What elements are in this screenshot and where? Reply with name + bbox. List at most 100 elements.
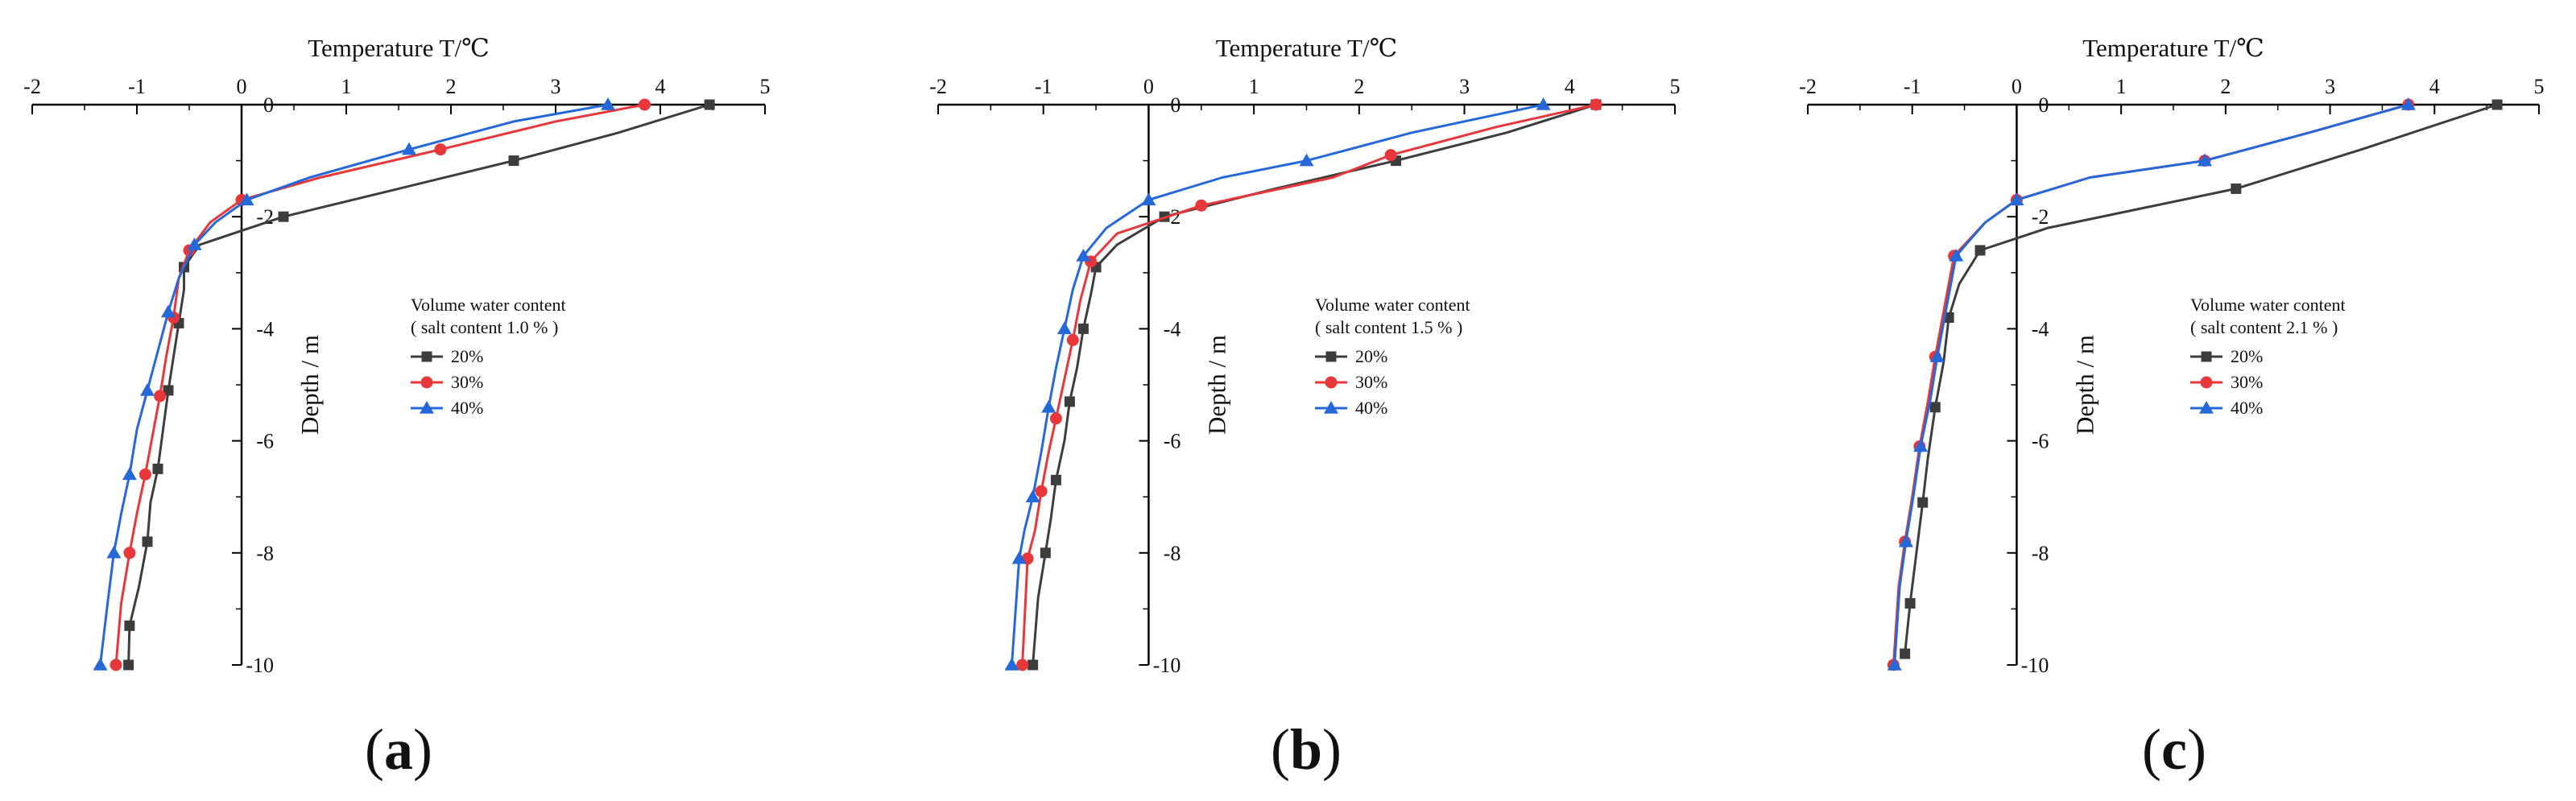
data-point — [1076, 248, 1091, 262]
data-point — [1064, 396, 1075, 407]
y-tick-label: -2 — [1164, 205, 1181, 229]
data-point — [1056, 321, 1072, 335]
data-point — [1050, 474, 1061, 485]
data-point — [1904, 597, 1916, 609]
legend-marker — [2201, 351, 2212, 362]
data-point — [152, 463, 163, 474]
legend-subtitle: ( salt content 1.5 % ) — [1315, 317, 1462, 337]
legend-marker — [420, 376, 433, 389]
panel-label-close: ) — [2187, 717, 2206, 782]
x-tick-label: 0 — [237, 75, 247, 98]
legend-marker — [1325, 376, 1338, 389]
x-tick-label: 1 — [1249, 75, 1259, 98]
legend-entry: 40% — [451, 398, 483, 418]
legend-title: Volume water content — [1315, 295, 1470, 315]
data-point — [1141, 192, 1156, 206]
x-tick-label: 2 — [1354, 75, 1364, 98]
panel-label-letter: b — [1290, 717, 1322, 782]
data-point — [278, 211, 289, 222]
data-point — [1299, 153, 1314, 167]
data-point — [639, 98, 651, 111]
legend-title: Volume water content — [2190, 295, 2346, 315]
panel-label-letter: a — [384, 717, 413, 782]
x-axis-title: Temperature T/℃ — [1216, 34, 1398, 62]
panel-label-close: ) — [1322, 717, 1342, 782]
data-point — [1900, 648, 1911, 659]
data-point — [124, 620, 135, 631]
legend-entry: 20% — [451, 346, 483, 366]
y-tick-label: 0 — [1170, 93, 1180, 117]
data-point — [1974, 245, 1986, 256]
x-tick-label: 0 — [1143, 75, 1154, 98]
data-point — [1929, 349, 1945, 362]
series-line — [1893, 103, 2409, 666]
x-tick-label: 3 — [1459, 75, 1470, 98]
panel-label: (c) — [2142, 717, 2206, 782]
legend-entry: 20% — [1355, 346, 1387, 366]
series-line — [1032, 103, 1597, 666]
data-point — [1917, 497, 1929, 508]
data-point — [1004, 658, 1019, 671]
y-tick-label: -4 — [1164, 317, 1181, 341]
series-line — [1892, 103, 2409, 666]
y-tick-label: 0 — [263, 93, 274, 117]
legend-marker — [421, 351, 432, 362]
data-point — [434, 143, 447, 156]
x-axis-title: Temperature T/℃ — [308, 34, 490, 62]
y-tick-label: -10 — [246, 654, 274, 677]
x-tick-label: 3 — [551, 75, 561, 98]
x-tick-label: -1 — [1035, 75, 1052, 98]
x-tick-label: 3 — [2325, 75, 2335, 98]
y-tick-label: -6 — [2032, 430, 2049, 453]
x-tick-label: 2 — [2220, 75, 2231, 98]
legend: Volume water content( salt content 2.1 %… — [2190, 295, 2346, 418]
legend-marker — [420, 401, 434, 414]
panel-label: (a) — [365, 717, 432, 782]
data-point — [2231, 183, 2242, 194]
legend-entry: 30% — [2231, 372, 2263, 392]
x-tick-label: 1 — [2116, 75, 2127, 98]
data-point — [601, 97, 615, 110]
data-point — [1066, 333, 1079, 346]
legend-subtitle: ( salt content 2.1 % ) — [2190, 317, 2338, 337]
data-point — [123, 547, 136, 559]
series-30pct — [1887, 98, 2415, 671]
data-point — [2009, 192, 2024, 206]
y-tick-label: -8 — [256, 542, 274, 565]
data-point — [1025, 489, 1040, 502]
data-point — [1887, 658, 1902, 671]
series-40pct — [1887, 97, 2416, 671]
data-point — [1041, 399, 1056, 413]
y-tick-label: -8 — [1164, 542, 1181, 565]
legend: Volume water content( salt content 1.5 %… — [1315, 295, 1470, 418]
data-point — [2400, 97, 2416, 110]
series-line — [114, 103, 645, 666]
x-tick-label: 1 — [341, 75, 352, 98]
x-tick-label: -2 — [929, 75, 947, 98]
legend: Volume water content( salt content 1.0 %… — [411, 295, 566, 418]
data-point — [1949, 248, 1964, 262]
y-axis-title: Depth / m — [1202, 335, 1230, 435]
series-line — [127, 103, 710, 666]
legend-subtitle: ( salt content 1.0 % ) — [411, 317, 558, 337]
x-tick-label: 5 — [760, 75, 771, 98]
panel-label-open: ( — [2142, 717, 2161, 782]
series-20pct — [123, 99, 715, 671]
legend-entry: 30% — [1355, 372, 1387, 392]
data-point — [1384, 149, 1397, 162]
series-40pct — [93, 97, 615, 671]
data-point — [1040, 547, 1051, 559]
legend-entry: 20% — [2231, 346, 2263, 366]
data-point — [1913, 439, 1929, 452]
y-tick-label: -4 — [256, 317, 274, 341]
data-point — [187, 237, 202, 250]
data-point — [402, 142, 416, 155]
y-tick-label: -10 — [1153, 654, 1181, 677]
data-point — [1590, 98, 1602, 111]
x-tick-label: -2 — [1799, 75, 1817, 98]
x-tick-label: -1 — [128, 75, 146, 98]
